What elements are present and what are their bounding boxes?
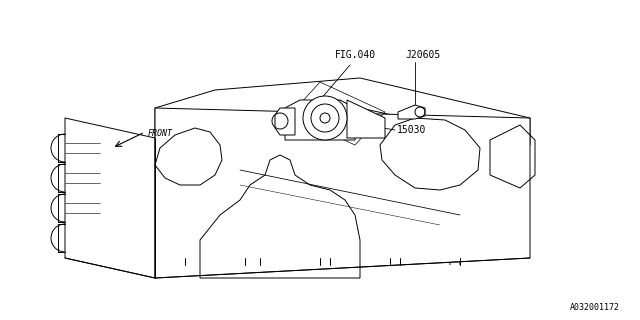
Polygon shape <box>65 118 155 278</box>
Polygon shape <box>155 108 530 278</box>
Polygon shape <box>155 78 530 145</box>
Text: 15030: 15030 <box>397 125 426 135</box>
Text: FIG.040: FIG.040 <box>335 50 376 60</box>
Polygon shape <box>347 100 385 138</box>
Text: J20605: J20605 <box>405 50 440 60</box>
Polygon shape <box>285 100 355 140</box>
Polygon shape <box>398 105 425 119</box>
Text: A032001172: A032001172 <box>570 303 620 313</box>
Polygon shape <box>275 108 295 135</box>
Text: FRONT: FRONT <box>148 129 173 138</box>
Circle shape <box>303 96 347 140</box>
